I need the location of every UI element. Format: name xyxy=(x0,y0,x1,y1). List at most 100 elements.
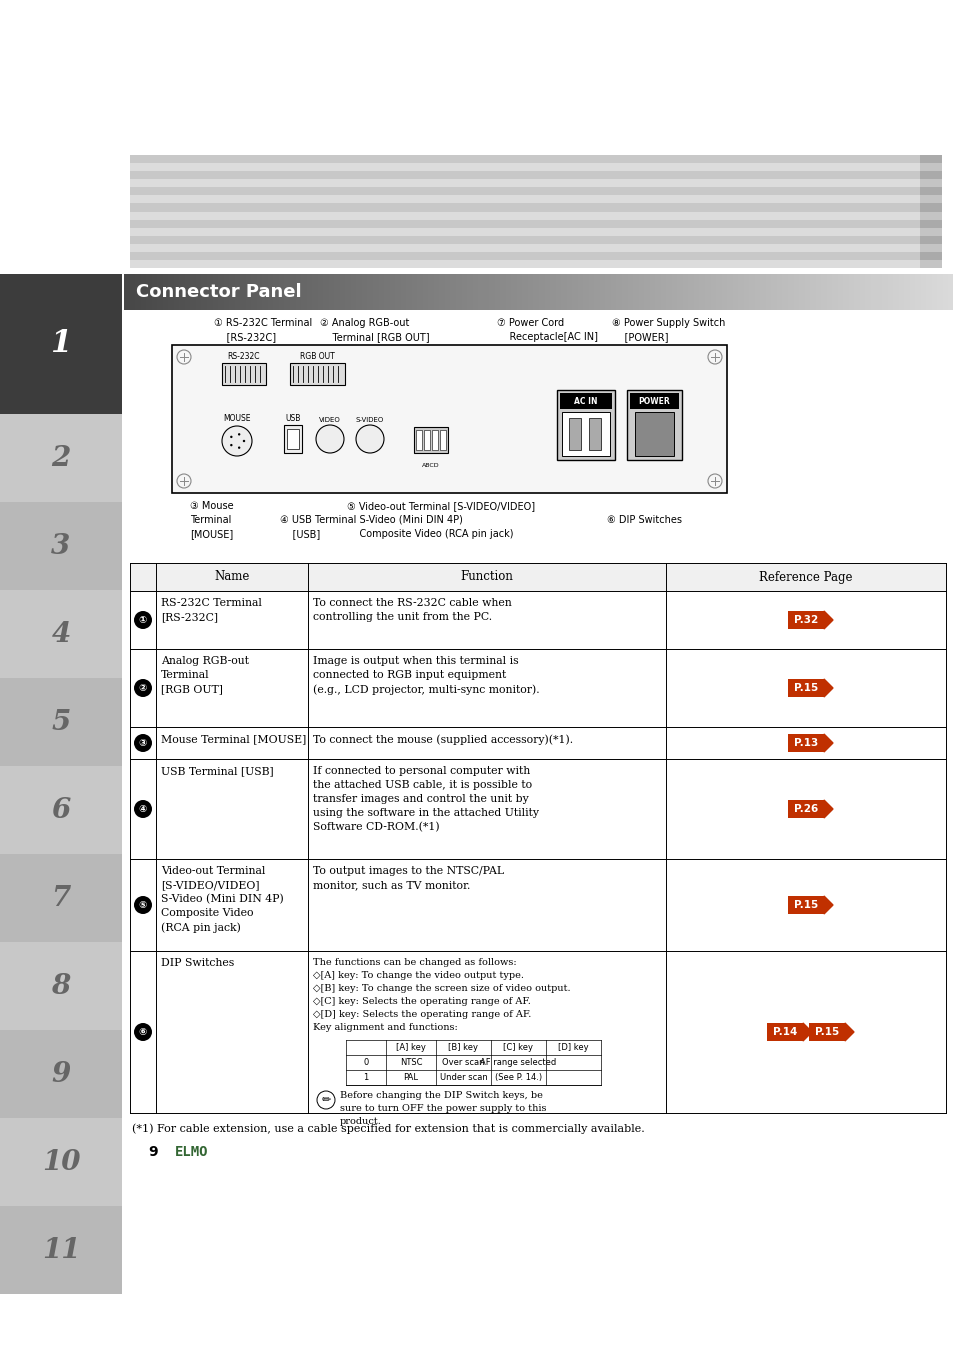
Bar xyxy=(919,188,941,196)
Bar xyxy=(787,680,823,697)
Text: 1: 1 xyxy=(51,328,71,359)
Bar xyxy=(130,180,919,188)
Bar xyxy=(130,155,919,163)
Bar xyxy=(854,274,861,309)
Bar xyxy=(931,274,938,309)
Bar xyxy=(886,274,894,309)
Bar xyxy=(472,274,479,309)
Polygon shape xyxy=(823,611,832,630)
Circle shape xyxy=(315,426,344,453)
Circle shape xyxy=(230,435,233,438)
Bar xyxy=(892,274,900,309)
Bar xyxy=(287,430,298,449)
Bar xyxy=(384,274,391,309)
Bar xyxy=(629,393,679,409)
Text: [B] key: [B] key xyxy=(448,1043,478,1052)
Text: USB: USB xyxy=(285,413,300,423)
Bar xyxy=(699,274,706,309)
Text: (See P. 14.): (See P. 14.) xyxy=(495,1073,541,1082)
Bar xyxy=(329,274,335,309)
Text: ③: ③ xyxy=(139,738,147,748)
Bar xyxy=(456,274,462,309)
Bar xyxy=(317,274,324,309)
Text: ◇[A] key: To change the video output type.: ◇[A] key: To change the video output typ… xyxy=(313,971,523,979)
Text: To connect the mouse (supplied accessory)(*1).: To connect the mouse (supplied accessory… xyxy=(313,734,573,744)
Bar xyxy=(864,274,872,309)
Bar xyxy=(831,274,839,309)
Bar xyxy=(130,563,945,590)
Text: [POWER]: [POWER] xyxy=(612,332,668,342)
Bar xyxy=(660,274,667,309)
Text: Over scan: Over scan xyxy=(442,1058,484,1067)
Text: [C] key: [C] key xyxy=(503,1043,533,1052)
Bar xyxy=(373,274,379,309)
Text: 0: 0 xyxy=(363,1058,368,1067)
Text: P.14: P.14 xyxy=(772,1027,797,1038)
Bar xyxy=(799,274,805,309)
Bar xyxy=(191,274,197,309)
Bar xyxy=(428,274,435,309)
Bar xyxy=(826,274,833,309)
Bar xyxy=(414,427,448,453)
Bar xyxy=(621,274,628,309)
Bar xyxy=(416,274,424,309)
Text: ◇[C] key: Selects the operating range of AF.: ◇[C] key: Selects the operating range of… xyxy=(313,997,530,1006)
Bar xyxy=(635,412,673,457)
Text: ③ Mouse: ③ Mouse xyxy=(190,501,233,511)
Text: 9: 9 xyxy=(148,1146,157,1159)
Bar xyxy=(665,274,673,309)
Bar xyxy=(163,274,170,309)
Bar xyxy=(808,1023,844,1042)
Bar xyxy=(207,274,213,309)
Text: PAL: PAL xyxy=(403,1073,418,1082)
Bar xyxy=(0,413,122,503)
Bar xyxy=(361,274,369,309)
Bar xyxy=(130,212,919,220)
Text: Name: Name xyxy=(214,570,250,584)
Bar xyxy=(588,274,596,309)
Bar xyxy=(616,274,623,309)
Bar xyxy=(246,274,253,309)
Bar xyxy=(876,274,882,309)
Bar xyxy=(559,393,612,409)
Bar xyxy=(754,274,761,309)
Text: 6: 6 xyxy=(51,797,71,824)
Bar xyxy=(432,430,437,450)
Bar xyxy=(919,172,941,180)
Bar xyxy=(760,274,766,309)
Text: Function: Function xyxy=(460,570,513,584)
Bar xyxy=(483,274,490,309)
Bar xyxy=(278,274,286,309)
Bar xyxy=(0,854,122,942)
Bar xyxy=(693,274,700,309)
Bar xyxy=(130,220,919,227)
Text: ◇[B] key: To change the screen size of video output.: ◇[B] key: To change the screen size of v… xyxy=(313,984,570,993)
Bar xyxy=(130,196,919,204)
Bar xyxy=(130,163,919,172)
Text: To output images to the NTSC/PAL
monitor, such as TV monitor.: To output images to the NTSC/PAL monitor… xyxy=(313,866,503,890)
Bar xyxy=(130,251,919,259)
Bar xyxy=(229,274,236,309)
Bar xyxy=(538,274,545,309)
Bar xyxy=(649,274,656,309)
Circle shape xyxy=(133,734,152,753)
Bar xyxy=(594,274,600,309)
Text: S-Video (Mini DIN 4P): S-Video (Mini DIN 4P) xyxy=(347,515,462,526)
Text: Before changing the DIP Switch keys, be: Before changing the DIP Switch keys, be xyxy=(339,1092,542,1100)
Circle shape xyxy=(133,1023,152,1042)
Text: [D] key: [D] key xyxy=(558,1043,588,1052)
Bar xyxy=(412,274,418,309)
Bar xyxy=(461,274,468,309)
Bar xyxy=(416,430,421,450)
Bar xyxy=(444,274,452,309)
Text: ② Analog RGB-out: ② Analog RGB-out xyxy=(319,317,409,328)
Text: The functions can be changed as follows:: The functions can be changed as follows: xyxy=(313,958,517,967)
Text: ⑧ Power Supply Switch: ⑧ Power Supply Switch xyxy=(612,317,724,328)
Bar xyxy=(395,274,402,309)
Bar xyxy=(787,274,794,309)
Text: ⑦ Power Cord: ⑦ Power Cord xyxy=(497,317,563,328)
Bar xyxy=(240,274,247,309)
Bar xyxy=(561,412,609,457)
Bar xyxy=(130,235,919,243)
Bar xyxy=(195,274,203,309)
